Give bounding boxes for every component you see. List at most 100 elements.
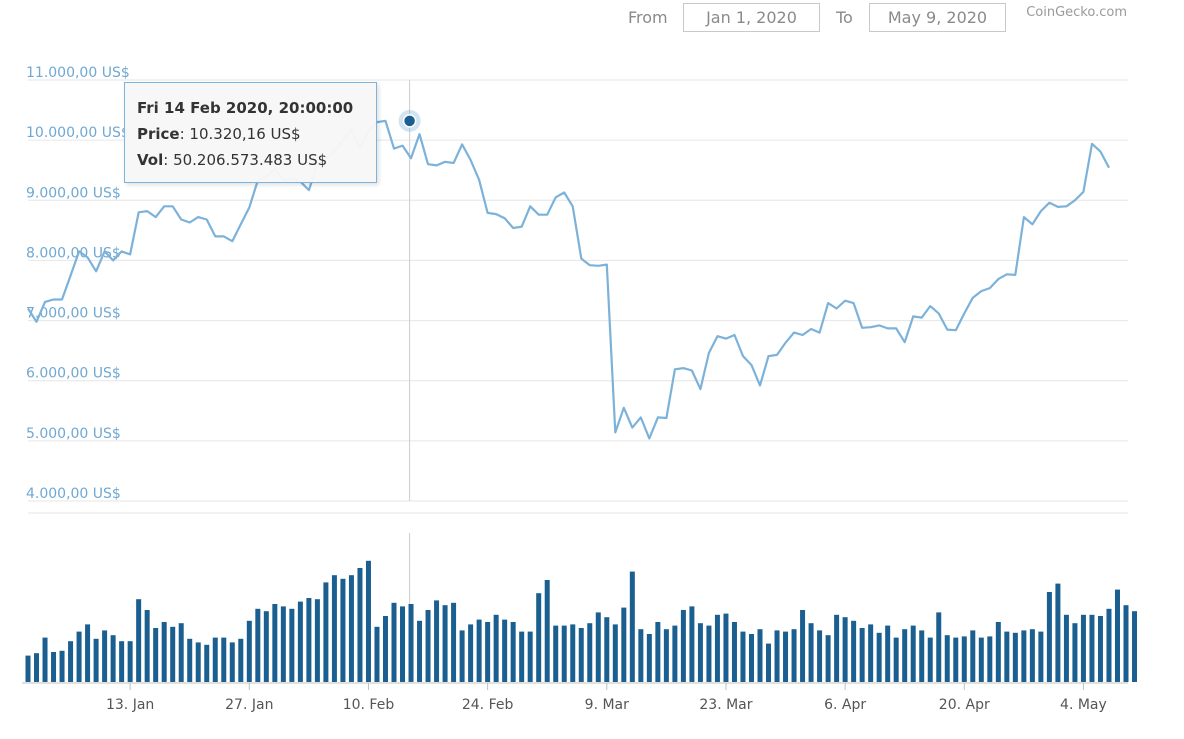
volume-bar (204, 644, 210, 682)
volume-bar (187, 638, 193, 682)
tooltip-price-label: Price (137, 125, 180, 143)
volume-bar (1072, 623, 1078, 682)
volume-bar (612, 624, 618, 682)
volume-bar (502, 619, 508, 682)
volume-bar (902, 629, 908, 682)
volume-bar (544, 580, 550, 682)
volume-bar (1063, 614, 1069, 682)
volume-bar (178, 623, 184, 682)
price-tick-label: 7.000,00 US$ (26, 306, 121, 322)
volume-bar (289, 608, 295, 682)
volume-bar (825, 635, 831, 682)
volume-bar (995, 622, 1001, 682)
volume-bar (68, 641, 74, 682)
x-tick-label: 27. Jan (225, 697, 273, 713)
volume-bar (42, 637, 48, 682)
volume-bar (221, 637, 227, 682)
volume-bar (893, 637, 899, 682)
tooltip-vol-row: Vol: 50.206.573.483 US$ (137, 147, 364, 173)
volume-bar (689, 606, 695, 682)
credits-link[interactable]: CoinGecko.com (1026, 5, 1127, 20)
volume-bar (1012, 632, 1018, 682)
volume-bar (910, 625, 916, 682)
volume-bar (578, 628, 584, 682)
range-to-label: To (836, 8, 853, 27)
volume-bar (1080, 614, 1086, 682)
volume-bar (195, 642, 201, 682)
volume-bar (161, 622, 167, 682)
volume-bar (953, 637, 959, 682)
volume-bar (229, 642, 235, 682)
volume-bar (93, 638, 99, 682)
volume-bar (1132, 611, 1138, 682)
volume-bar (306, 598, 312, 682)
volume-bar (646, 634, 652, 682)
volume-bar (527, 631, 533, 682)
volume-bar (927, 637, 933, 682)
volume-bar (357, 568, 363, 682)
volume-bar (655, 622, 661, 682)
price-tick-label: 6.000,00 US$ (26, 366, 121, 382)
volume-bar (740, 631, 746, 682)
volume-bar (604, 617, 610, 682)
volume-bar (621, 607, 627, 682)
volume-bar (519, 631, 525, 682)
highlight-marker (402, 114, 417, 128)
range-from-input[interactable]: Jan 1, 2020 (683, 3, 820, 32)
x-tick-label: 13. Jan (106, 697, 154, 713)
volume-bar (1055, 583, 1061, 682)
volume-bar (272, 604, 278, 682)
volume-bar (868, 624, 874, 682)
volume-bar (706, 625, 712, 682)
volume-bar (961, 636, 967, 682)
volume-bar (170, 626, 176, 682)
volume-bar (255, 608, 261, 682)
volume-bar (680, 610, 686, 682)
tooltip-price-row: Price: 10.320,16 US$ (137, 121, 364, 147)
volume-bar (1038, 631, 1044, 682)
volume-bar (1089, 614, 1095, 682)
volume-bar (246, 620, 252, 682)
volume-bar (348, 575, 354, 682)
volume-bar (842, 617, 848, 682)
volume-bar (144, 610, 150, 682)
volume-bar (400, 606, 406, 682)
volume-bar (76, 631, 82, 682)
volume-bar (485, 622, 491, 682)
volume-bar (629, 571, 635, 682)
volume-bar (536, 593, 542, 682)
volume-bar (774, 630, 780, 682)
volume-bar (85, 624, 91, 682)
volume-bar (1029, 629, 1035, 682)
price-tick-label: 8.000,00 US$ (26, 245, 121, 261)
x-tick-label: 9. Mar (585, 697, 629, 713)
x-tick-label: 23. Mar (699, 697, 752, 713)
volume-bar (468, 624, 474, 682)
volume-bar (59, 650, 65, 682)
range-to-input[interactable]: May 9, 2020 (869, 3, 1006, 32)
volume-bar (553, 625, 559, 682)
volume-bar (451, 602, 457, 682)
volume-bar (876, 632, 882, 682)
volume-bar (476, 619, 482, 682)
volume-bar (757, 629, 763, 682)
range-from-label: From (628, 8, 668, 27)
volume-bar (382, 616, 388, 682)
volume-bar (136, 599, 142, 682)
volume-bar (1021, 630, 1027, 682)
volume-bar (697, 623, 703, 682)
volume-bar (570, 624, 576, 682)
volume-bar (1114, 589, 1120, 682)
volume-bar (1004, 631, 1010, 682)
volume-bar (638, 629, 644, 682)
volume-bar (459, 630, 465, 682)
volume-bar (510, 622, 516, 682)
price-tick-label: 9.000,00 US$ (26, 185, 121, 201)
volume-bar (723, 613, 729, 682)
volume-bar (34, 653, 40, 682)
x-tick-label: 10. Feb (343, 697, 395, 713)
x-tick-label: 6. Apr (824, 697, 866, 713)
price-tick-label: 11.000,00 US$ (26, 65, 130, 81)
price-line (27, 119, 1110, 440)
